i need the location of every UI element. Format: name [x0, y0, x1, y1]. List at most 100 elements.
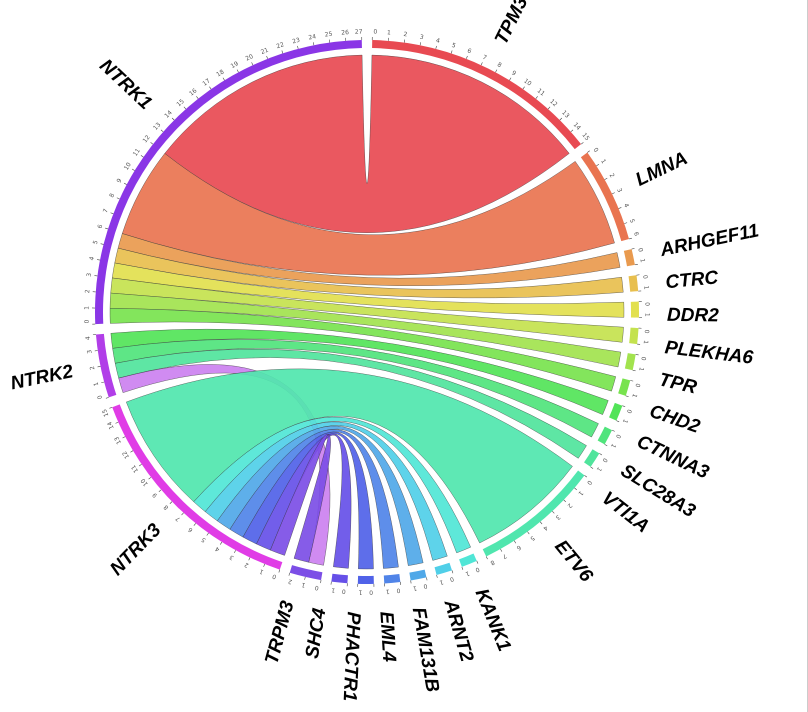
ribbon-ntrk1-plekha6[interactable]	[110, 277, 624, 343]
sector-arnt2[interactable]	[434, 562, 452, 575]
tick-mark	[574, 487, 577, 491]
sector-ddr2[interactable]	[630, 301, 639, 318]
tick-label: 0	[601, 457, 609, 464]
tick-label: 4	[541, 524, 549, 532]
sector-shc4[interactable]	[331, 573, 348, 584]
ribbon-ntrk1-arhgef11[interactable]	[117, 233, 621, 286]
tick-label: 11	[536, 87, 546, 97]
ribbon-ntrk3-trpm3[interactable]	[270, 433, 331, 563]
tick-label: 1	[331, 586, 336, 593]
tick-label: 15	[101, 408, 110, 418]
tick-label: 14	[163, 109, 173, 119]
gene-label-plekha6: PLEKHA6	[664, 337, 755, 369]
tick-mark	[109, 406, 113, 409]
gene-label-tpr: TPR	[657, 369, 699, 398]
tick-mark	[618, 207, 622, 209]
tick-label: 13	[152, 121, 162, 131]
tick-label: 1	[439, 578, 445, 586]
tick-label: 5	[200, 536, 207, 544]
tick-label: 1	[642, 340, 649, 345]
ribbon-ntrk3-etv6[interactable]	[125, 368, 573, 544]
sector-arhgef11[interactable]	[623, 249, 635, 267]
ribbon-ntrk2-slc28a3[interactable]	[112, 339, 599, 438]
gene-label-ddr2: DDR2	[667, 305, 719, 327]
tick-mark	[624, 222, 628, 224]
tick-label: 4	[85, 336, 92, 341]
sector-ctnna3[interactable]	[609, 402, 623, 421]
sector-phactr1[interactable]	[357, 575, 374, 585]
tick-mark	[466, 55, 468, 59]
tick-mark	[222, 77, 225, 81]
tick-label: 3	[419, 34, 424, 42]
tick-label: 2	[403, 31, 408, 38]
ribbon-ntrk1-lmna[interactable]	[121, 153, 615, 276]
sector-vti1a[interactable]	[584, 449, 600, 467]
ribbon-ntrk2-ctnna3[interactable]	[110, 328, 609, 415]
tick-label: 1	[630, 393, 638, 399]
sector-slc28a3[interactable]	[597, 426, 613, 445]
tick-label: 6	[187, 526, 195, 534]
tick-label: 7	[481, 54, 488, 62]
tick-mark	[233, 550, 236, 553]
sector-ntrk2[interactable]	[95, 333, 117, 398]
tick-label: 14	[572, 121, 582, 131]
sector-trpm3[interactable]	[289, 565, 323, 581]
tick-label: 0	[314, 584, 319, 592]
tick-mark	[181, 512, 184, 516]
tick-label: 1	[595, 465, 603, 472]
ribbon-ntrk1-ctrc[interactable]	[114, 247, 624, 299]
tick-label: 0	[341, 587, 346, 594]
tick-label: 9	[116, 177, 124, 184]
tick-mark	[596, 163, 600, 167]
tick-label: 6	[466, 47, 472, 55]
sector-etv6[interactable]	[482, 470, 585, 557]
tick-mark	[288, 572, 291, 576]
tick-mark	[281, 50, 284, 54]
tick-label: 26	[341, 29, 349, 37]
sector-kank1[interactable]	[459, 553, 477, 567]
ribbon-ntrk1-chd2[interactable]	[109, 307, 617, 392]
gene-label-arhgef11: ARHGEF11	[658, 220, 761, 261]
tick-mark	[509, 77, 512, 81]
tick-label: 3	[86, 272, 93, 277]
sector-lmna[interactable]	[580, 152, 630, 242]
tick-label: 1	[577, 489, 585, 497]
tick-mark	[251, 62, 254, 66]
tick-mark	[320, 580, 322, 584]
gene-label-chd2: CHD2	[647, 401, 703, 438]
ribbon-ntrk1-ddr2[interactable]	[111, 262, 625, 318]
sector-plekha6[interactable]	[629, 327, 639, 345]
ribbon-ntrk2-vti1a[interactable]	[114, 348, 587, 459]
tick-mark	[522, 86, 525, 90]
tick-label: 1	[637, 366, 645, 371]
tick-mark	[220, 541, 223, 545]
sector-eml4[interactable]	[383, 574, 401, 584]
tick-mark	[140, 155, 144, 158]
ribbon-ntrk1-tpm3[interactable]	[164, 54, 570, 233]
gene-label-ntrk3: NTRK3	[106, 519, 165, 579]
tick-label: 27	[355, 29, 363, 36]
tick-label: 1	[643, 313, 650, 317]
tick-mark	[500, 548, 503, 552]
sector-fam131b[interactable]	[409, 569, 427, 581]
tick-label: 1	[358, 588, 362, 595]
tick-mark	[148, 477, 152, 480]
tick-label: 0	[396, 587, 401, 594]
tick-label: 12	[121, 450, 131, 460]
sector-ctrc[interactable]	[628, 275, 639, 292]
sector-chd2[interactable]	[618, 378, 631, 396]
tick-label: 0	[96, 394, 104, 400]
tick-mark	[630, 380, 634, 382]
tick-mark	[122, 436, 126, 439]
gene-label-ntrk2: NTRK2	[9, 361, 76, 394]
sector-tpr[interactable]	[624, 353, 636, 371]
tick-mark	[559, 117, 563, 121]
tick-mark	[547, 106, 551, 110]
tick-label: 0	[449, 575, 455, 583]
tick-label: 1	[84, 306, 91, 310]
tick-label: 0	[636, 247, 644, 252]
tick-label: 4	[88, 256, 96, 261]
tick-mark	[451, 570, 454, 574]
tick-mark	[604, 444, 608, 447]
ribbon-ntrk1-tpr[interactable]	[109, 292, 622, 368]
